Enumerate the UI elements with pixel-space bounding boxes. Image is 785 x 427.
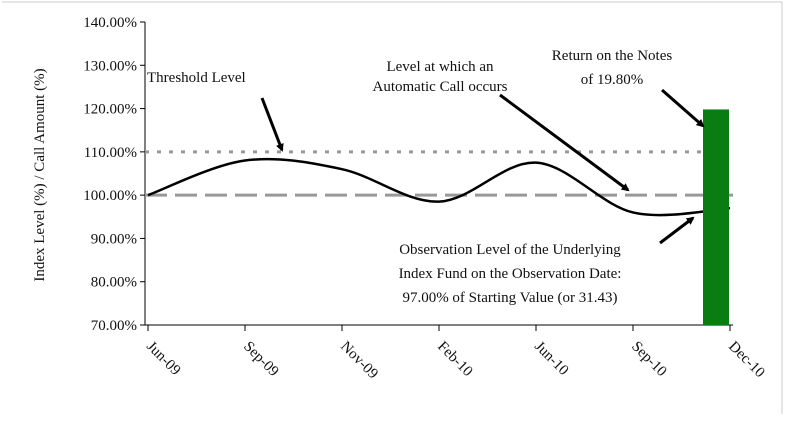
y-tick-label: 120.00% — [83, 102, 137, 118]
y-tick-label: 90.00% — [91, 231, 137, 247]
annotation-line: Return on the Notes — [552, 48, 673, 64]
x-tick-label: Dec-10 — [725, 339, 768, 382]
annotation: Observation Level of the Underlying Index… — [399, 242, 622, 306]
x-tick-label: Nov-09 — [337, 339, 381, 383]
y-tick-label: 140.00% — [83, 15, 137, 31]
annotation-line: Level at which an — [386, 59, 494, 75]
x-tick-label: Feb-10 — [434, 339, 475, 380]
y-axis-label: Index Level (%) / Call Amount (%) — [32, 68, 48, 281]
x-tick-label: Sep-09 — [240, 339, 281, 380]
arrows — [260, 88, 705, 245]
y-tick-label: 80.00% — [91, 275, 137, 291]
annotation-line: Automatic Call occurs — [373, 79, 508, 95]
x-tick-label: Sep-10 — [628, 339, 669, 380]
x-tick-label: Jun-10 — [531, 339, 571, 379]
line — [147, 157, 731, 217]
annotation-line: of 19.80% — [581, 72, 644, 88]
arrow — [659, 216, 695, 245]
x-tick-label: Jun-09 — [143, 339, 183, 379]
y-tick-label: 100.00% — [83, 188, 137, 204]
y-tick-label: 110.00% — [84, 145, 137, 161]
arrow — [260, 97, 284, 152]
annotation-line: Threshold Level — [147, 70, 246, 86]
annotation: Return on the Notes of 19.80% — [552, 48, 673, 88]
annotation-line: Observation Level of the Underlying — [399, 242, 621, 258]
arrow — [661, 88, 705, 128]
arrow — [499, 93, 630, 192]
annotation-line: 97.00% of Starting Value (or 31.43) — [402, 290, 617, 306]
y-tick-label: 130.00% — [83, 58, 137, 74]
annotation-line: Index Fund on the Observation Date: — [399, 266, 622, 282]
y-tick-label: 70.00% — [91, 318, 137, 334]
annotation: Level at which an Automatic Call occurs — [373, 59, 508, 95]
annotations: Threshold Level Level at which an Automat… — [147, 48, 672, 306]
bar — [703, 109, 729, 326]
frame — [2, 1, 783, 414]
annotation: Threshold Level — [147, 70, 246, 86]
